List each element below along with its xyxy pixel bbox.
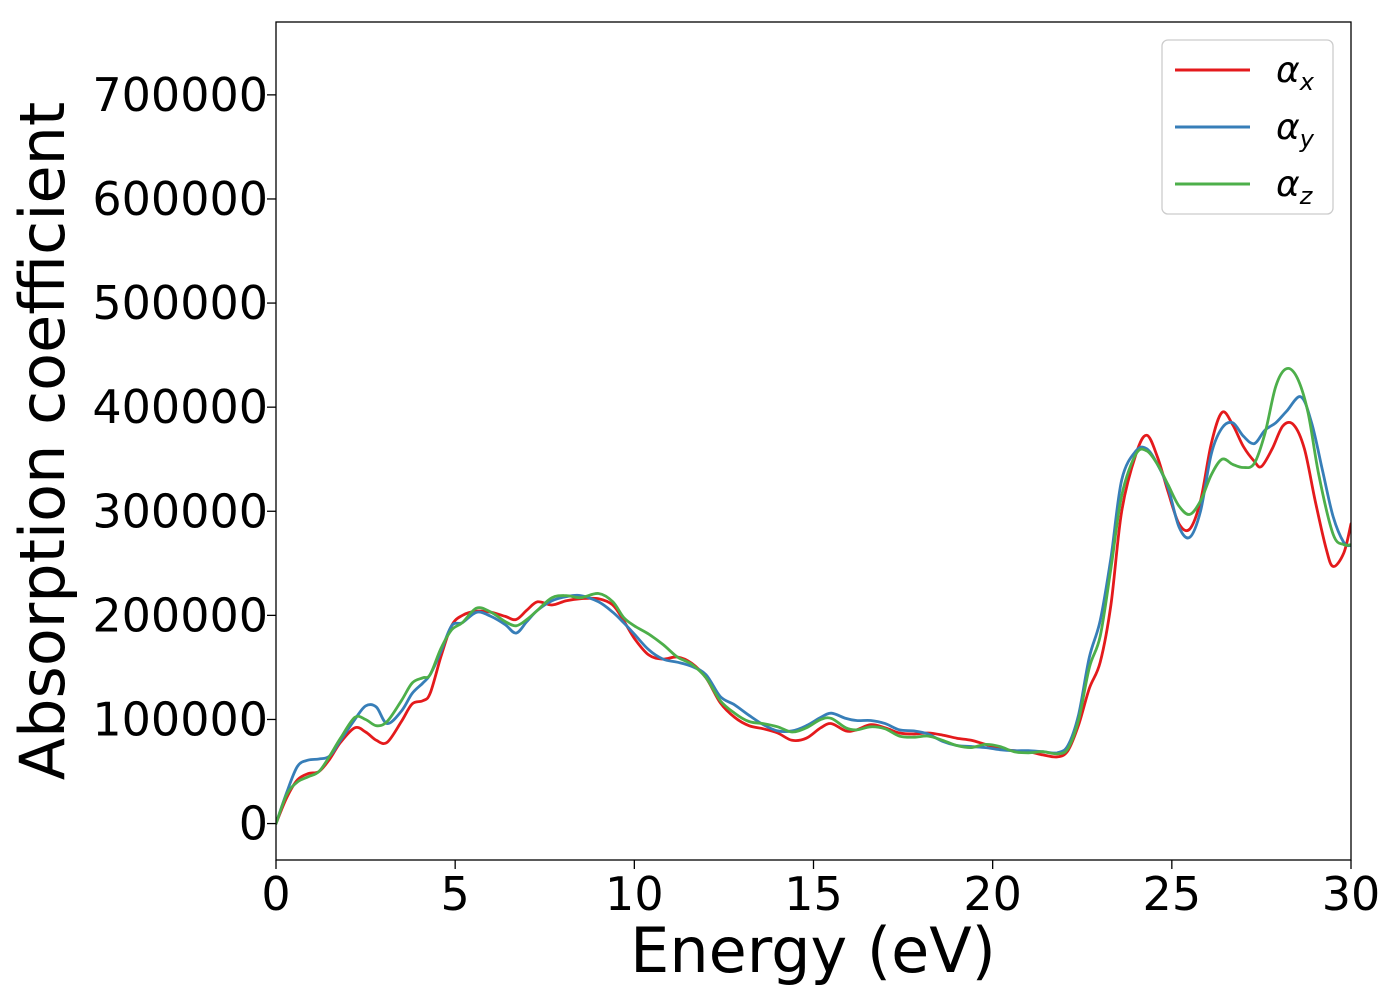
y-tick-label: 600000 <box>92 172 268 226</box>
y-tick-label: 700000 <box>92 68 268 122</box>
x-tick-label: 30 <box>1322 867 1381 921</box>
legend-symbol: α <box>1276 164 1300 205</box>
y-tick-label: 0 <box>239 797 268 851</box>
x-axis-label: Energy (eV) <box>630 914 996 987</box>
x-tick-label: 25 <box>1143 867 1202 921</box>
series-layer <box>276 367 1351 825</box>
legend-label-alpha-y: αy <box>1276 107 1315 153</box>
y-axis: 0 100000 200000 300000 400000 500000 600000 700… <box>92 68 276 851</box>
legend-subscript: y <box>1299 125 1315 153</box>
x-axis: 0 5 10 15 20 25 30 <box>261 860 1380 921</box>
series-line-alpha-x <box>276 410 1351 825</box>
y-tick-label: 500000 <box>92 276 268 330</box>
y-tick-label: 300000 <box>92 484 268 538</box>
y-tick-label: 400000 <box>92 380 268 434</box>
legend-label-alpha-x: αx <box>1276 50 1315 96</box>
legend-label-alpha-z: αz <box>1276 164 1314 210</box>
x-tick-label: 5 <box>441 867 470 921</box>
x-tick-label: 10 <box>605 867 664 921</box>
legend-symbol: α <box>1276 50 1300 91</box>
x-tick-label: 20 <box>963 867 1022 921</box>
x-tick-label: 15 <box>784 867 843 921</box>
y-tick-label: 200000 <box>92 588 268 642</box>
x-tick-label: 0 <box>261 867 290 921</box>
series-line-alpha-z <box>276 367 1351 825</box>
y-tick-label: 100000 <box>92 692 268 746</box>
y-axis-label: Absorption coefficient <box>6 102 79 781</box>
legend-subscript: z <box>1299 182 1314 210</box>
legend-subscript: x <box>1299 68 1315 96</box>
legend-symbol: α <box>1276 107 1300 148</box>
